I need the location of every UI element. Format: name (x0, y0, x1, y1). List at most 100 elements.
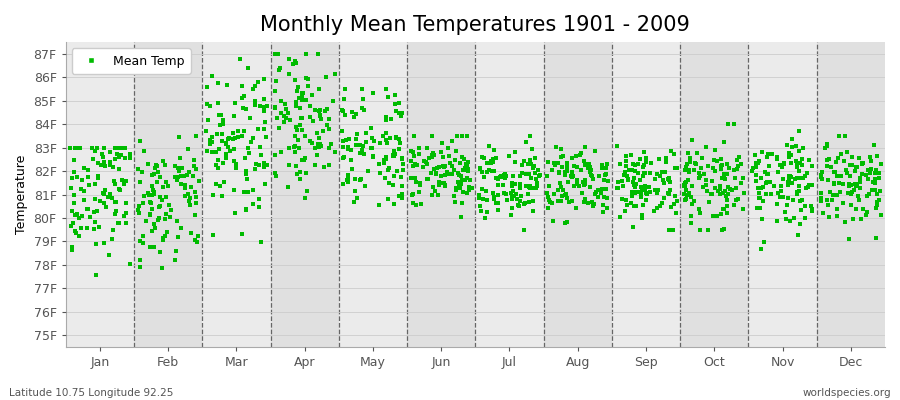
Point (240, 65, 255, 72)
Point (379, 86, 393, 92)
Point (822, 156, 836, 162)
Point (168, 248, 183, 255)
Point (598, 172, 612, 179)
Point (513, 181, 527, 188)
Point (644, 160, 658, 166)
Point (785, 180, 799, 186)
Point (297, 195, 311, 201)
Point (862, 154, 877, 160)
Point (561, 179, 575, 186)
Point (376, 160, 391, 166)
Point (411, 188, 426, 195)
Point (145, 206, 159, 212)
Point (541, 194, 555, 201)
Point (420, 176, 435, 182)
Point (428, 188, 443, 194)
Point (634, 215, 649, 221)
Point (496, 174, 510, 180)
Point (292, 95, 306, 102)
Point (191, 233, 205, 240)
Point (211, 100, 225, 106)
Bar (338, 42, 407, 347)
Point (300, 188, 314, 194)
Point (268, 78, 283, 84)
Point (145, 228, 159, 234)
Point (749, 172, 763, 178)
Point (819, 163, 833, 169)
Point (713, 183, 727, 190)
Point (698, 177, 713, 184)
Point (446, 193, 461, 200)
Point (668, 193, 682, 199)
Point (336, 154, 350, 161)
Point (167, 256, 182, 263)
Point (272, 125, 286, 132)
Point (643, 170, 657, 176)
Point (526, 207, 540, 214)
Point (647, 208, 662, 214)
Point (754, 185, 769, 191)
Point (634, 194, 648, 200)
Point (337, 96, 351, 102)
Point (475, 154, 490, 160)
Point (684, 220, 698, 226)
Point (715, 226, 729, 233)
Point (849, 206, 863, 212)
Point (839, 167, 853, 173)
Point (295, 127, 310, 133)
Point (200, 148, 214, 154)
Point (737, 190, 751, 197)
Point (554, 146, 568, 152)
Point (634, 184, 648, 190)
Point (201, 117, 215, 124)
Point (680, 164, 694, 171)
Point (204, 138, 219, 145)
Point (760, 170, 775, 177)
Point (414, 201, 428, 208)
Point (868, 179, 883, 186)
Point (501, 153, 516, 160)
Point (146, 187, 160, 193)
Point (576, 198, 590, 205)
Point (840, 149, 854, 155)
Point (182, 168, 196, 175)
Point (487, 193, 501, 200)
Point (714, 211, 728, 217)
Point (574, 166, 589, 173)
Point (391, 168, 405, 174)
Point (338, 112, 352, 118)
Point (827, 180, 842, 186)
Point (475, 186, 490, 192)
Point (387, 153, 401, 159)
Point (168, 174, 183, 180)
Point (627, 190, 642, 196)
Point (140, 190, 155, 196)
Point (86, 156, 101, 163)
Point (278, 101, 293, 107)
Point (181, 190, 195, 197)
Point (453, 160, 467, 166)
Point (734, 161, 749, 167)
Point (464, 184, 479, 191)
Point (517, 226, 531, 233)
Point (659, 155, 673, 162)
Point (553, 180, 567, 186)
Point (178, 185, 193, 191)
Point (176, 164, 190, 171)
Point (219, 140, 233, 146)
Point (860, 176, 875, 182)
Point (852, 184, 867, 191)
Point (272, 66, 286, 73)
Point (776, 194, 790, 200)
Point (103, 159, 117, 165)
Point (147, 191, 161, 197)
Point (284, 117, 298, 124)
Point (241, 145, 256, 152)
Point (235, 83, 249, 89)
Point (256, 104, 271, 111)
Point (409, 179, 423, 186)
Point (697, 171, 711, 177)
Point (454, 154, 469, 160)
Point (576, 178, 590, 185)
Point (578, 161, 592, 168)
